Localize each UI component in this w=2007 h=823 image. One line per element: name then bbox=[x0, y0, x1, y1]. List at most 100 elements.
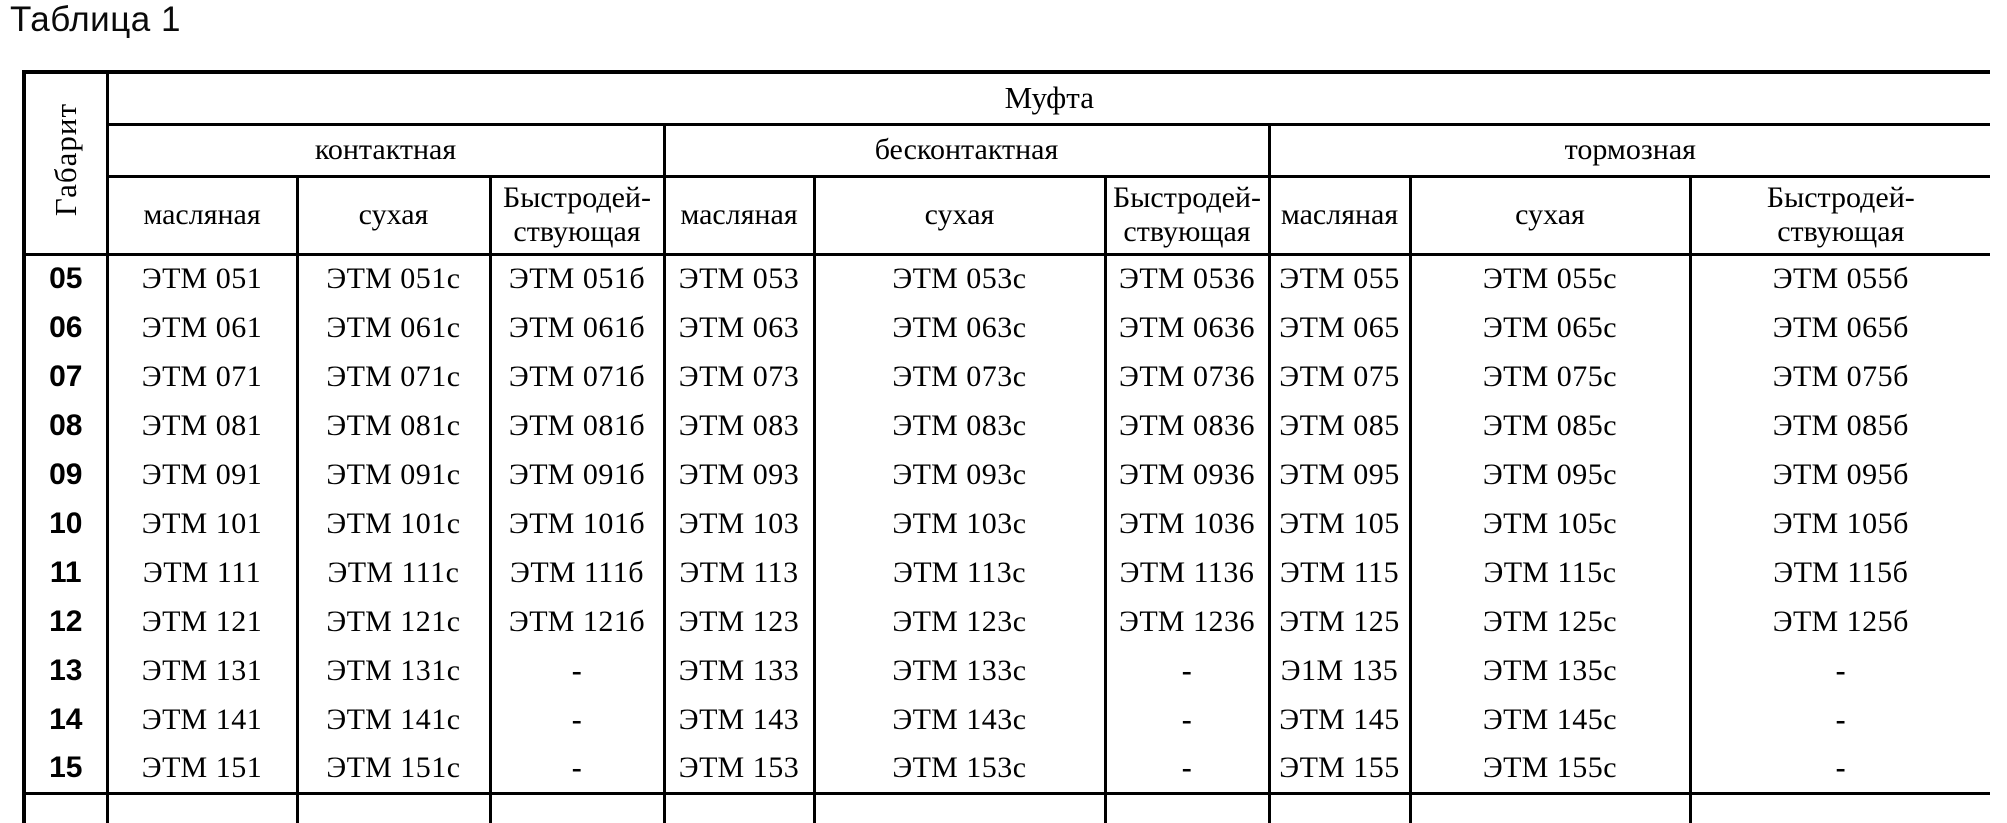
model-cell: ЭТМ 125 bbox=[1267, 597, 1412, 646]
header-subcol: масляная bbox=[105, 174, 299, 256]
model-cell: ЭТМ 093с bbox=[812, 450, 1107, 499]
model-cell: ЭТМ 155с bbox=[1408, 744, 1692, 795]
model-cell: ЭТМ 083 bbox=[662, 401, 816, 450]
model-cell: ЭТМ 121с bbox=[295, 597, 492, 646]
model-cell: ЭТМ 125б bbox=[1688, 597, 1990, 646]
size-cell: 12 bbox=[22, 597, 109, 646]
header-group-tormoznaya: тормозная bbox=[1267, 122, 1990, 178]
model-cell: ЭТМ 0836 bbox=[1103, 401, 1271, 450]
model-cell: ЭТМ 085б bbox=[1688, 401, 1990, 450]
model-cell: ЭТМ 0736 bbox=[1103, 352, 1271, 401]
model-cell: ЭТМ 123с bbox=[812, 597, 1107, 646]
header-mufta: Муфта bbox=[105, 70, 1990, 126]
model-cell: ЭТМ 101 bbox=[105, 499, 299, 548]
size-cell: 13 bbox=[22, 646, 109, 695]
model-cell: ЭТМ 113 bbox=[662, 548, 816, 597]
model-cell: ЭТМ 081б bbox=[488, 401, 666, 450]
bottom-stub-row bbox=[22, 793, 1990, 823]
model-cell: ЭТМ 101б bbox=[488, 499, 666, 548]
model-cell: ЭТМ 115 bbox=[1267, 548, 1412, 597]
model-cell: ЭТМ 065б bbox=[1688, 303, 1990, 352]
table-row: 07 ЭТМ 071 ЭТМ 071с ЭТМ 071б ЭТМ 073 ЭТМ 073с… bbox=[22, 352, 1990, 401]
model-cell: ЭТМ 073с bbox=[812, 352, 1107, 401]
model-cell: ЭТМ 101с bbox=[295, 499, 492, 548]
model-cell: ЭТМ 095 bbox=[1267, 450, 1412, 499]
model-cell: ЭТМ 0936 bbox=[1103, 450, 1271, 499]
model-cell: ЭТМ 111 bbox=[105, 548, 299, 597]
header-group-kontaktnaya: контактная bbox=[105, 122, 666, 178]
model-cell: ЭТМ 105с bbox=[1408, 499, 1692, 548]
model-cell: ЭТМ 061 bbox=[105, 303, 299, 352]
size-cell: 05 bbox=[22, 254, 109, 303]
size-cell: 07 bbox=[22, 352, 109, 401]
model-cell: Э1М 135 bbox=[1267, 646, 1412, 695]
corner-cell: Габарит bbox=[22, 70, 109, 256]
model-cell: ЭТМ 061б bbox=[488, 303, 666, 352]
size-cell: 06 bbox=[22, 303, 109, 352]
size-cell: 14 bbox=[22, 695, 109, 744]
table-row: 09 ЭТМ 091 ЭТМ 091с ЭТМ 091б ЭТМ 093 ЭТМ 093с… bbox=[22, 450, 1990, 499]
model-cell: ЭТМ 083с bbox=[812, 401, 1107, 450]
model-cell: ЭТМ 075с bbox=[1408, 352, 1692, 401]
model-cell: ЭТМ 121 bbox=[105, 597, 299, 646]
model-cell: ЭТМ 133с bbox=[812, 646, 1107, 695]
model-cell: ЭТМ 123 bbox=[662, 597, 816, 646]
empty-cell: - bbox=[488, 744, 666, 795]
model-cell: ЭТМ 075б bbox=[1688, 352, 1990, 401]
size-cell: 15 bbox=[22, 744, 109, 795]
model-cell: ЭТМ 071 bbox=[105, 352, 299, 401]
header-subcol: сухая bbox=[1408, 174, 1692, 256]
model-cell: ЭТМ 135с bbox=[1408, 646, 1692, 695]
model-cell: ЭТМ 085 bbox=[1267, 401, 1412, 450]
model-cell: ЭТМ 091 bbox=[105, 450, 299, 499]
table-row: 11 ЭТМ 111 ЭТМ 111с ЭТМ 111б ЭТМ 113 ЭТМ 113с… bbox=[22, 548, 1990, 597]
model-cell: ЭТМ 121б bbox=[488, 597, 666, 646]
model-cell: ЭТМ 075 bbox=[1267, 352, 1412, 401]
model-cell: ЭТМ 133 bbox=[662, 646, 816, 695]
header-subcol: сухая bbox=[812, 174, 1107, 256]
couplings-table: Габарит Муфта контактная бесконтактная т… bbox=[22, 70, 1990, 823]
model-cell: ЭТМ 081 bbox=[105, 401, 299, 450]
model-cell: ЭТМ 151 bbox=[105, 744, 299, 795]
empty-cell: - bbox=[488, 695, 666, 744]
header-subcol: Быстродей- ствующая bbox=[1103, 174, 1271, 256]
model-cell: ЭТМ 071б bbox=[488, 352, 666, 401]
model-cell: ЭТМ 151с bbox=[295, 744, 492, 795]
model-cell: ЭТМ 085с bbox=[1408, 401, 1692, 450]
model-cell: ЭТМ 131с bbox=[295, 646, 492, 695]
table-row: 10 ЭТМ 101 ЭТМ 101с ЭТМ 101б ЭТМ 103 ЭТМ 103с… bbox=[22, 499, 1990, 548]
model-cell: ЭТМ 053 bbox=[662, 254, 816, 303]
size-cell: 08 bbox=[22, 401, 109, 450]
header-subcol: Быстродей- ствующая bbox=[1688, 174, 1990, 256]
model-cell: ЭТМ 093 bbox=[662, 450, 816, 499]
model-cell: ЭТМ 145 bbox=[1267, 695, 1412, 744]
model-cell: ЭТМ 115б bbox=[1688, 548, 1990, 597]
model-cell: ЭТМ 081с bbox=[295, 401, 492, 450]
empty-cell: - bbox=[1103, 744, 1271, 795]
model-cell: ЭТМ 095с bbox=[1408, 450, 1692, 499]
model-cell: ЭТМ 105б bbox=[1688, 499, 1990, 548]
model-cell: ЭТМ 051 bbox=[105, 254, 299, 303]
model-cell: ЭТМ 115с bbox=[1408, 548, 1692, 597]
model-cell: ЭТМ 141с bbox=[295, 695, 492, 744]
table-row: 13 ЭТМ 131 ЭТМ 131с - ЭТМ 133 ЭТМ 133с - Э1М 13… bbox=[22, 646, 1990, 695]
model-cell: ЭТМ 153 bbox=[662, 744, 816, 795]
model-cell: ЭТМ 103с bbox=[812, 499, 1107, 548]
model-cell: ЭТМ 071с bbox=[295, 352, 492, 401]
model-cell: ЭТМ 061с bbox=[295, 303, 492, 352]
model-cell: ЭТМ 065 bbox=[1267, 303, 1412, 352]
empty-cell: - bbox=[1688, 646, 1990, 695]
model-cell: ЭТМ 053с bbox=[812, 254, 1107, 303]
model-cell: ЭТМ 091с bbox=[295, 450, 492, 499]
header-subcol: масляная bbox=[1267, 174, 1412, 256]
model-cell: ЭТМ 091б bbox=[488, 450, 666, 499]
model-cell: ЭТМ 125с bbox=[1408, 597, 1692, 646]
gabarit-label: Габарит bbox=[47, 102, 83, 216]
model-cell: ЭТМ 131 bbox=[105, 646, 299, 695]
page-title: Таблица 1 bbox=[10, 0, 181, 39]
model-cell: ЭТМ 095б bbox=[1688, 450, 1990, 499]
model-cell: ЭТМ 051б bbox=[488, 254, 666, 303]
model-cell: ЭТМ 155 bbox=[1267, 744, 1412, 795]
table-row: 14 ЭТМ 141 ЭТМ 141с - ЭТМ 143 ЭТМ 143с - ЭТМ 14… bbox=[22, 695, 1990, 744]
model-cell: ЭТМ 055 bbox=[1267, 254, 1412, 303]
